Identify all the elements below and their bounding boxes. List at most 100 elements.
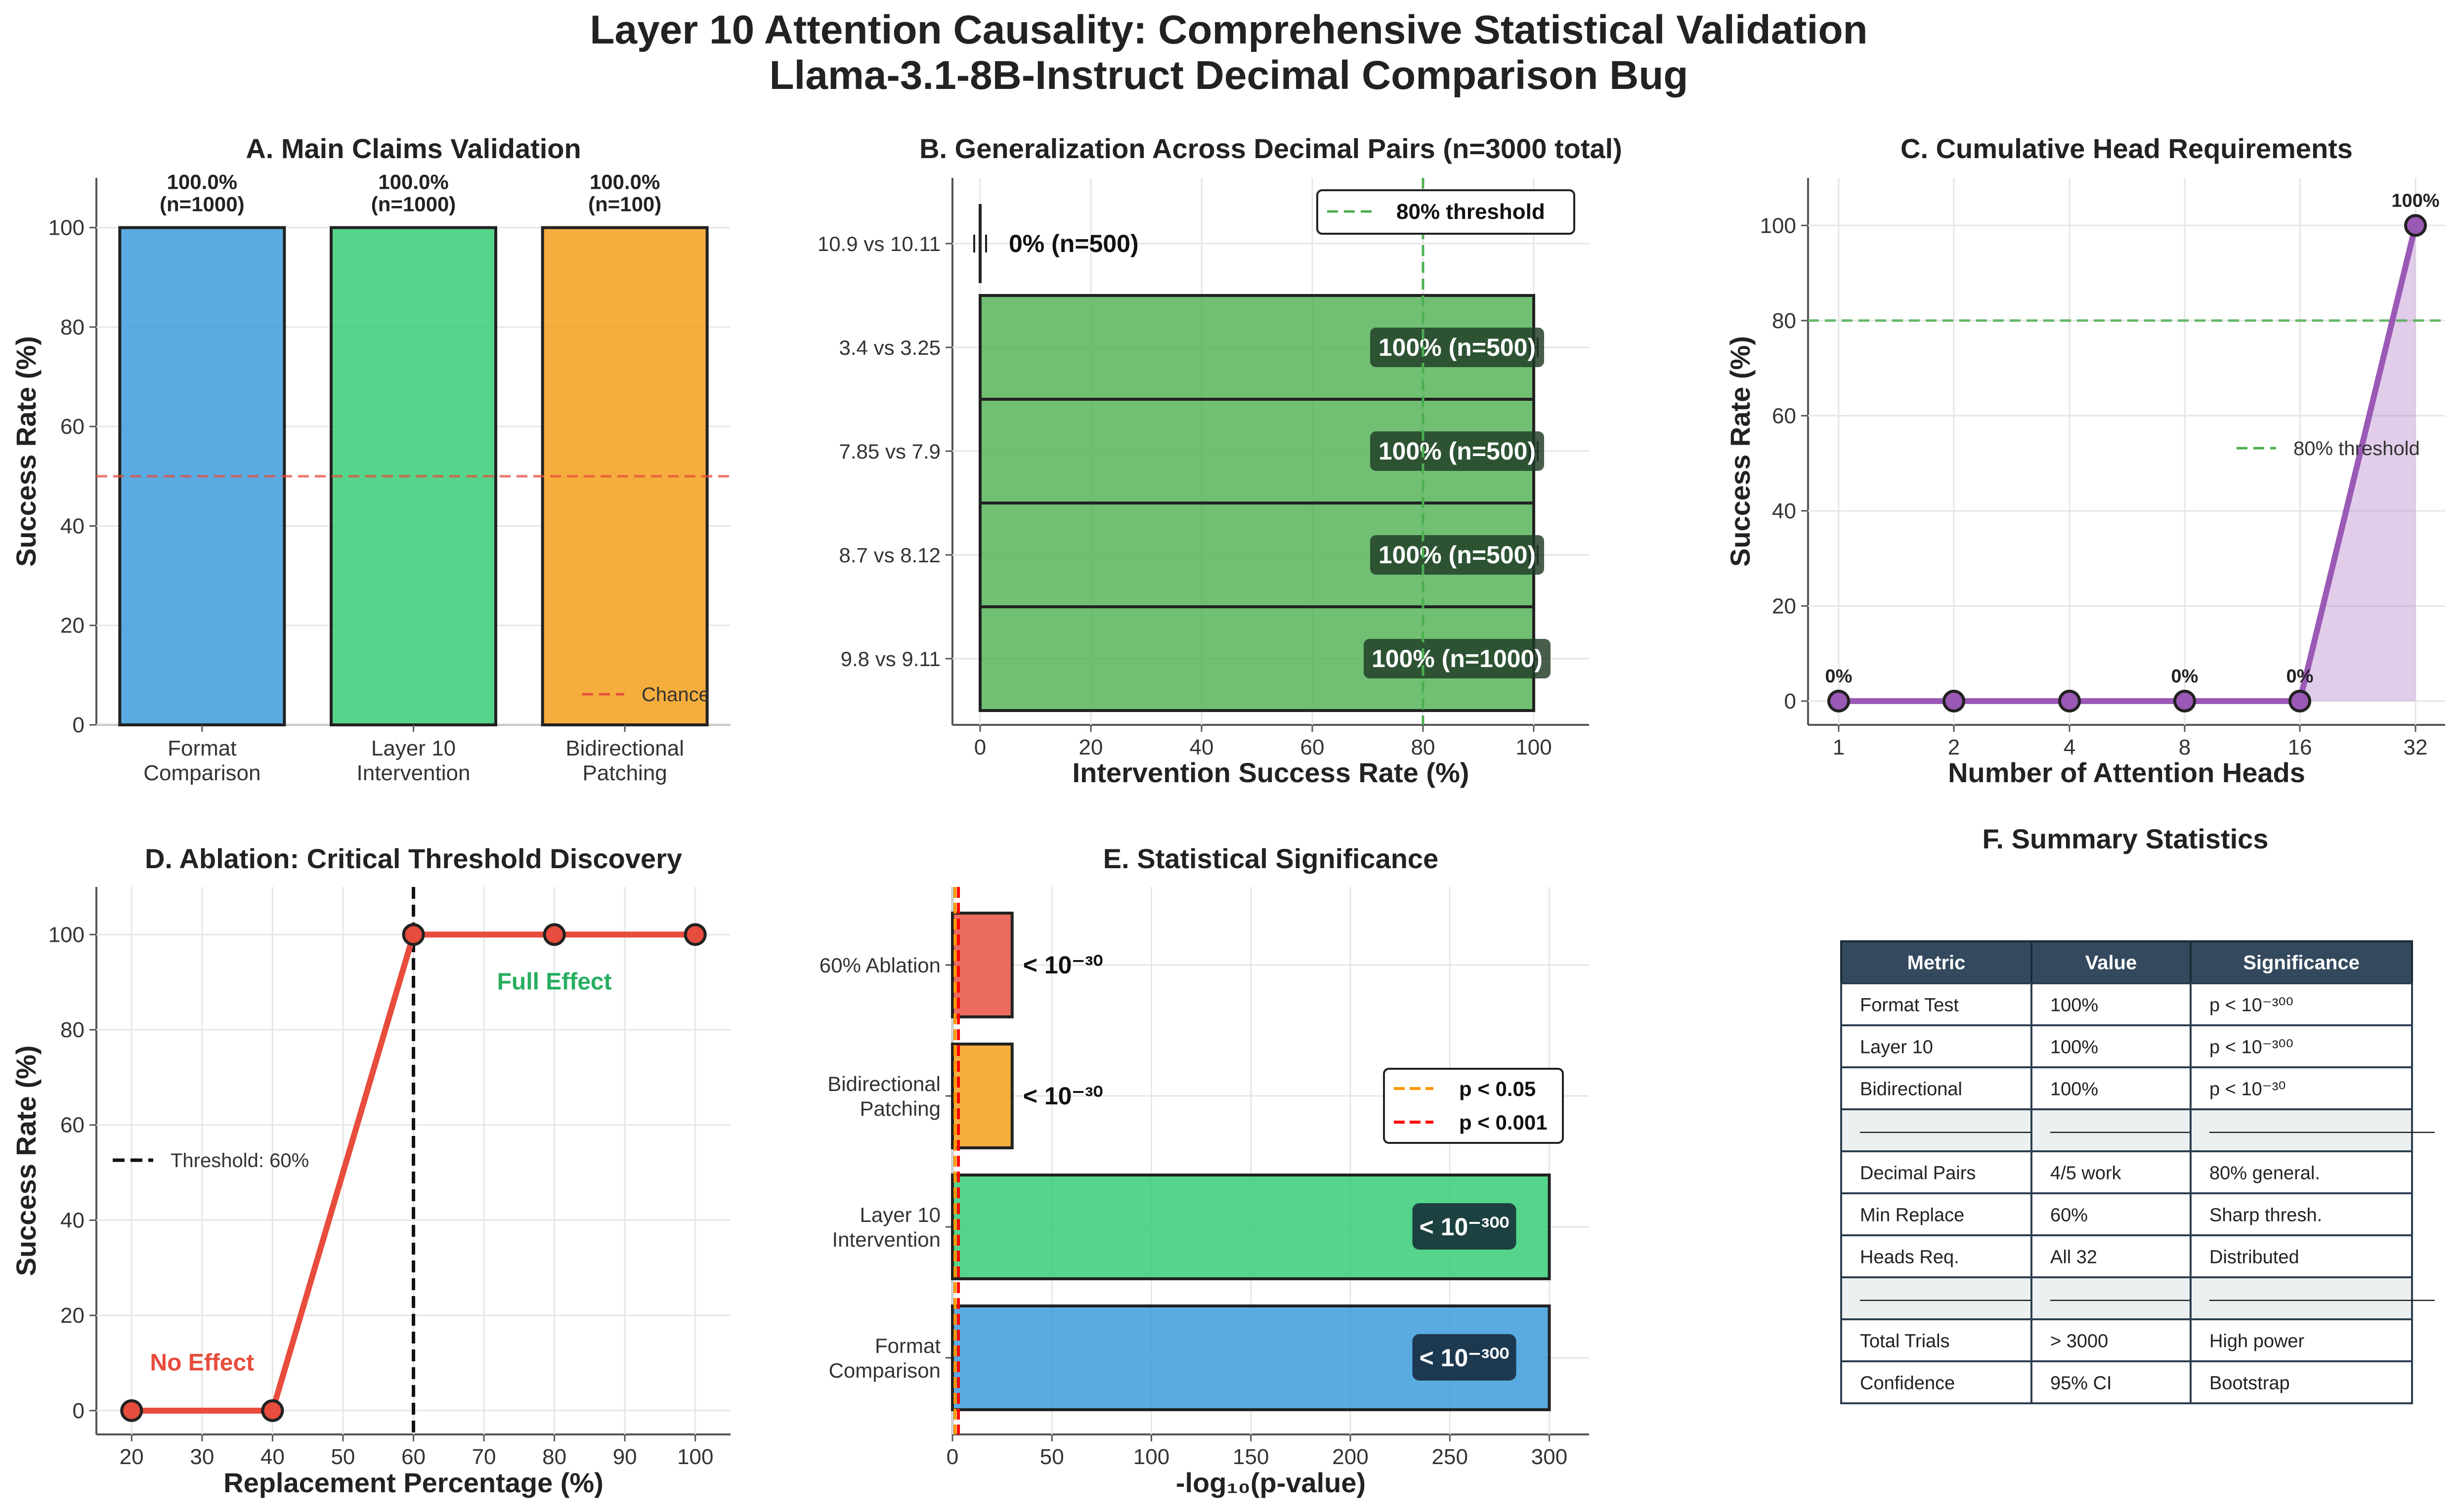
table-header-cell bbox=[2030, 940, 2192, 984]
y-tick-label: 0 bbox=[1784, 689, 1796, 714]
table-cell bbox=[2190, 982, 2413, 1026]
table-cell-text: Total Trials bbox=[1860, 1331, 1950, 1352]
table-cell-text: —————————— bbox=[1860, 1121, 2048, 1142]
data-point bbox=[543, 923, 566, 946]
table-cell-text: Bidirectional bbox=[1860, 1079, 1962, 1100]
table-cell bbox=[1840, 982, 2032, 1026]
bar bbox=[951, 912, 1014, 1018]
bar-label-box bbox=[1370, 535, 1544, 575]
table-cell-text: 100% bbox=[2050, 1037, 2098, 1058]
annotation-label: Full Effect bbox=[497, 969, 612, 995]
bar-value-label: 100.0% (n=100) bbox=[588, 170, 661, 216]
table-cell bbox=[2190, 1360, 2413, 1404]
table-cell bbox=[2030, 1024, 2192, 1068]
y-tick-label: 20 bbox=[60, 614, 85, 638]
bar-label-box bbox=[1370, 328, 1544, 367]
point-value-label: 0% bbox=[1825, 666, 1853, 687]
y-tick-label: 9.8 vs 9.11 bbox=[841, 647, 941, 671]
data-point bbox=[402, 923, 425, 946]
table-cell-text: Heads Req. bbox=[1860, 1247, 1959, 1268]
legend-label: Chance bbox=[642, 684, 710, 706]
table-cell-text: Distributed bbox=[2209, 1247, 2299, 1268]
panel-d-title: D. Ablation: Critical Threshold Discover… bbox=[145, 843, 682, 874]
data-point bbox=[684, 923, 707, 946]
data-point bbox=[2288, 689, 2311, 713]
x-tick-label: 150 bbox=[1233, 1445, 1269, 1469]
legend-label: Threshold: 60% bbox=[171, 1150, 309, 1172]
x-tick-label: 20 bbox=[120, 1445, 144, 1469]
table-cell bbox=[2030, 1234, 2192, 1278]
panel-e-statistical-significance: E. Statistical Significance -log₁₀(p-valu… bbox=[819, 843, 1589, 1498]
panel-c-title: C. Cumulative Head Requirements bbox=[1900, 133, 2353, 164]
bar-value-label: 100% (n=500) bbox=[1379, 541, 1536, 569]
x-tick-label: 1 bbox=[1833, 735, 1845, 759]
x-tick-label: 70 bbox=[472, 1445, 496, 1469]
bar-value-label: < 10⁻³⁰ bbox=[1023, 1082, 1103, 1110]
panel-e-title: E. Statistical Significance bbox=[1103, 843, 1438, 874]
table-cell-text: ———————— bbox=[2050, 1121, 2200, 1142]
y-tick-label: 20 bbox=[1772, 594, 1796, 618]
bar-label-box bbox=[1364, 639, 1551, 678]
table-cell-text: p < 10⁻³⁰ bbox=[2209, 1079, 2286, 1100]
bar-value-label: 100.0% (n=1000) bbox=[160, 170, 245, 216]
table-row: Bidirectional 100% p < 10⁻³⁰ bbox=[1840, 1066, 2413, 1110]
table-cell-text: p < 10⁻³⁰⁰ bbox=[2209, 1037, 2293, 1058]
panel-e-x-axis-label: -log₁₀(p-value) bbox=[1176, 1467, 1366, 1498]
table-cell bbox=[2030, 982, 2192, 1026]
data-point bbox=[1827, 689, 1850, 713]
y-tick-label: 40 bbox=[60, 514, 85, 538]
panel-b-generalization: B. Generalization Across Decimal Pairs (… bbox=[818, 133, 1622, 788]
plot-area bbox=[1808, 178, 2445, 725]
bar-label-box bbox=[1370, 431, 1544, 471]
bar-value-label: < 10⁻³⁰⁰ bbox=[1420, 1344, 1509, 1372]
table-cell-text: Layer 10 bbox=[1860, 1037, 1933, 1058]
table-cell bbox=[2030, 1318, 2192, 1362]
table-header-label: Significance bbox=[2243, 952, 2360, 974]
y-tick-label: 60 bbox=[60, 415, 85, 439]
y-tick-label: 60 bbox=[1772, 404, 1796, 428]
x-tick-label: 250 bbox=[1432, 1445, 1468, 1469]
y-tick-label: Format Comparison bbox=[829, 1334, 941, 1382]
x-tick-label: 200 bbox=[1332, 1445, 1368, 1469]
bar-label-box bbox=[1412, 1334, 1516, 1381]
x-tick-label: 300 bbox=[1531, 1445, 1567, 1469]
table-cell bbox=[2190, 1318, 2413, 1362]
y-tick-label: 40 bbox=[1772, 499, 1796, 523]
x-tick-label: 0 bbox=[947, 1445, 958, 1469]
panel-b-title: B. Generalization Across Decimal Pairs (… bbox=[919, 133, 1622, 164]
point-value-label: 100% bbox=[2391, 190, 2439, 211]
table-cell-text: 60% bbox=[2050, 1205, 2088, 1226]
table-cell bbox=[1840, 1318, 2032, 1362]
x-tick-label: 4 bbox=[2064, 735, 2075, 759]
legend-label: p < 0.05 bbox=[1459, 1077, 1536, 1100]
table-cell-text: 95% CI bbox=[2050, 1373, 2112, 1394]
panel-d-ablation-threshold: D. Ablation: Critical Threshold Discover… bbox=[10, 843, 731, 1498]
x-tick-label: 50 bbox=[1040, 1445, 1064, 1469]
bar-value-label: 100% (n=500) bbox=[1379, 437, 1536, 465]
y-tick-label: 60% Ablation bbox=[819, 954, 941, 977]
bar-value-label: < 10⁻³⁰ bbox=[1023, 951, 1103, 979]
table-cell-text: Decimal Pairs bbox=[1860, 1163, 1976, 1184]
table-row: Min Replace 60% Sharp thresh. bbox=[1840, 1192, 2413, 1236]
table-cell-text: 4/5 work bbox=[2050, 1163, 2122, 1184]
bar-value-label: 100.0% (n=1000) bbox=[371, 170, 456, 216]
table-cell bbox=[1840, 1066, 2032, 1110]
bar-value-label: 100% (n=1000) bbox=[1372, 645, 1543, 672]
series-line bbox=[1839, 224, 2418, 704]
x-tick-label: 60 bbox=[1300, 735, 1325, 759]
x-tick-label: 30 bbox=[190, 1445, 214, 1469]
x-tick-label: 80 bbox=[542, 1445, 566, 1469]
x-tick-label: 90 bbox=[613, 1445, 637, 1469]
table-cell bbox=[1840, 1234, 2032, 1278]
table-cell-text: Min Replace bbox=[1860, 1205, 1964, 1226]
table-row: Layer 10 100% p < 10⁻³⁰⁰ bbox=[1840, 1024, 2413, 1068]
table-header-label: Metric bbox=[1907, 952, 1966, 974]
table-cell-text: > 3000 bbox=[2050, 1331, 2108, 1352]
table-header: Metric Value Significance bbox=[1840, 940, 2413, 984]
bar-label-box bbox=[1412, 1203, 1516, 1250]
y-tick-label: 40 bbox=[60, 1208, 85, 1232]
x-tick-label: 20 bbox=[1079, 735, 1103, 759]
table-cell-text: All 32 bbox=[2050, 1247, 2097, 1268]
table-header-label: Value bbox=[2085, 952, 2137, 974]
data-point bbox=[261, 1399, 284, 1422]
